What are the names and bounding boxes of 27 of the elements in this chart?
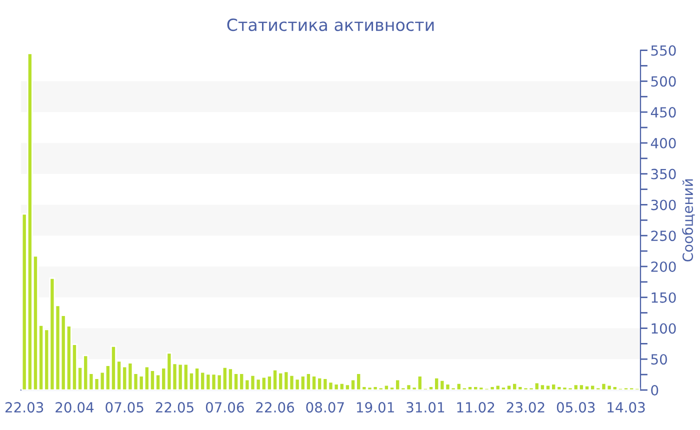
y-tick-label: 0 [651,384,658,396]
y-tick-label: 450 [650,107,676,118]
x-tick-label: 08.07 [306,402,344,413]
chart-title: Статистика активности [227,18,434,32]
x-tick-label: 07.05 [106,402,144,413]
y-tick-label: 350 [651,168,676,180]
x-tick-label: 07.06 [206,402,244,413]
x-tick-label: 22.03 [5,402,44,413]
y-axis-title: Сообщений [682,179,695,262]
x-tick-label: 05.03 [556,402,595,413]
y-tick-label: 300 [651,200,676,210]
y-tick-label: 550 [651,45,676,56]
y-tick-label: 50 [651,354,667,365]
x-tick-label: 22.05 [156,402,194,413]
x-tick-label: 11.02 [457,402,494,413]
x-tick-label: 20.04 [56,402,94,413]
y-tick-label: 500 [651,76,676,87]
y-tick-label: 400 [650,138,676,148]
x-tick-label: 23.02 [506,402,544,413]
y-tick-label: 250 [651,230,676,242]
x-tick-label: 31.01 [406,402,444,413]
x-tick-label: 14.03 [608,402,645,413]
x-tick-label: 19.01 [356,402,394,413]
y-tick-label: 100 [652,323,676,334]
x-tick-label: 22.06 [256,402,294,413]
y-tick-label: 150 [652,292,676,303]
y-tick-label: 200 [651,261,676,272]
